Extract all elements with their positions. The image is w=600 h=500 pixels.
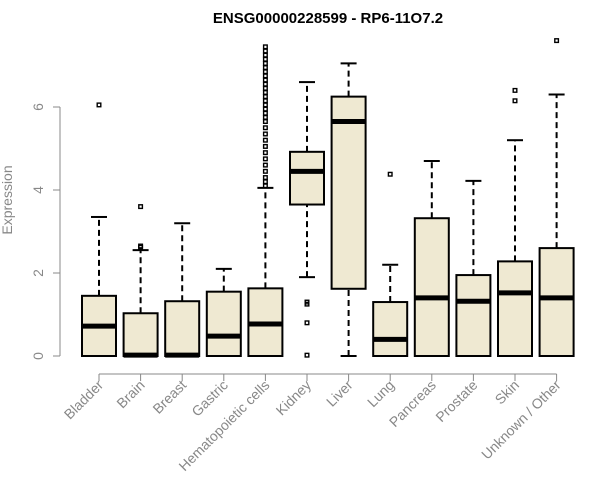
box-series	[81, 38, 575, 358]
outlier-point	[304, 352, 310, 358]
x-tick-label: Prostate	[432, 377, 480, 425]
outlier-point	[262, 73, 268, 79]
outlier-point	[262, 65, 268, 71]
x-tick-label: Skin	[492, 377, 523, 408]
outlier-point	[262, 162, 268, 168]
outlier-point	[304, 301, 310, 307]
y-axis-label: Expression	[0, 165, 15, 234]
outlier-point	[262, 81, 268, 87]
box-hematopoietic-cells	[247, 44, 284, 358]
outlier-point	[262, 183, 268, 189]
outlier-point	[262, 143, 268, 149]
outlier-point	[262, 69, 268, 75]
outlier-point	[262, 110, 268, 116]
outlier-point	[262, 94, 268, 100]
x-tick-label: Kidney	[273, 377, 315, 419]
box-bladder	[81, 102, 117, 358]
box-kidney	[289, 81, 325, 358]
outlier-point	[262, 77, 268, 83]
box-iqr	[372, 301, 409, 357]
outlier-point	[262, 179, 268, 185]
box-breast	[164, 222, 201, 358]
outlier-point	[262, 48, 268, 54]
outlier-point	[262, 85, 268, 91]
outlier-point	[554, 38, 560, 44]
y-tick-label: 2	[30, 269, 46, 277]
outlier-point	[262, 44, 268, 50]
outlier-point	[262, 175, 268, 181]
outlier-point	[262, 60, 268, 66]
box-liver	[330, 62, 367, 357]
outlier-point	[262, 156, 268, 162]
y-tick-label: 4	[30, 186, 46, 194]
outlier-point	[262, 52, 268, 58]
box-skin	[497, 87, 533, 358]
outlier-point	[387, 171, 393, 177]
outlier-point	[262, 114, 268, 120]
x-tick-label: Bladder	[61, 377, 107, 423]
outlier-point	[262, 106, 268, 112]
box-iqr	[164, 300, 201, 357]
x-tick-label: Breast	[149, 377, 189, 417]
outlier-point	[304, 320, 310, 326]
box-gastric	[205, 267, 242, 357]
outlier-point	[512, 98, 518, 104]
outlier-point	[262, 168, 268, 174]
outlier-point	[512, 87, 518, 93]
box-lung	[372, 171, 409, 357]
outlier-point	[262, 89, 268, 95]
box-brain	[122, 204, 159, 358]
outlier-point	[262, 137, 268, 143]
box-prostate	[455, 179, 492, 358]
outlier-point	[262, 56, 268, 62]
box-iqr	[413, 217, 450, 357]
outlier-point	[138, 243, 144, 249]
box-iqr	[538, 247, 575, 358]
y-axis: 0 2 4 6	[30, 103, 61, 360]
outlier-point	[262, 102, 268, 108]
box-iqr	[122, 312, 159, 358]
outlier-point	[96, 102, 102, 108]
outlier-point	[262, 150, 268, 156]
box-iqr	[205, 290, 242, 357]
outlier-point	[138, 204, 144, 210]
x-tick-label: Liver	[323, 377, 356, 410]
outlier-point	[262, 119, 268, 125]
y-tick-label: 6	[30, 103, 46, 111]
box-iqr	[289, 150, 325, 206]
box-unknown-other	[538, 38, 575, 358]
box-iqr	[330, 95, 367, 290]
outlier-point	[262, 98, 268, 104]
box-iqr	[455, 274, 492, 358]
box-iqr	[497, 260, 533, 358]
outlier-point	[262, 125, 268, 131]
x-tick-label: Lung	[364, 377, 397, 410]
x-tick-label: Brain	[113, 377, 147, 411]
y-tick-label: 0	[30, 352, 46, 360]
chart-title: ENSG00000228599 - RP6-11O7.2	[213, 10, 443, 27]
outlier-point	[262, 131, 268, 137]
box-pancreas	[413, 159, 450, 357]
x-tick-label: Unknown / Other	[478, 377, 564, 463]
